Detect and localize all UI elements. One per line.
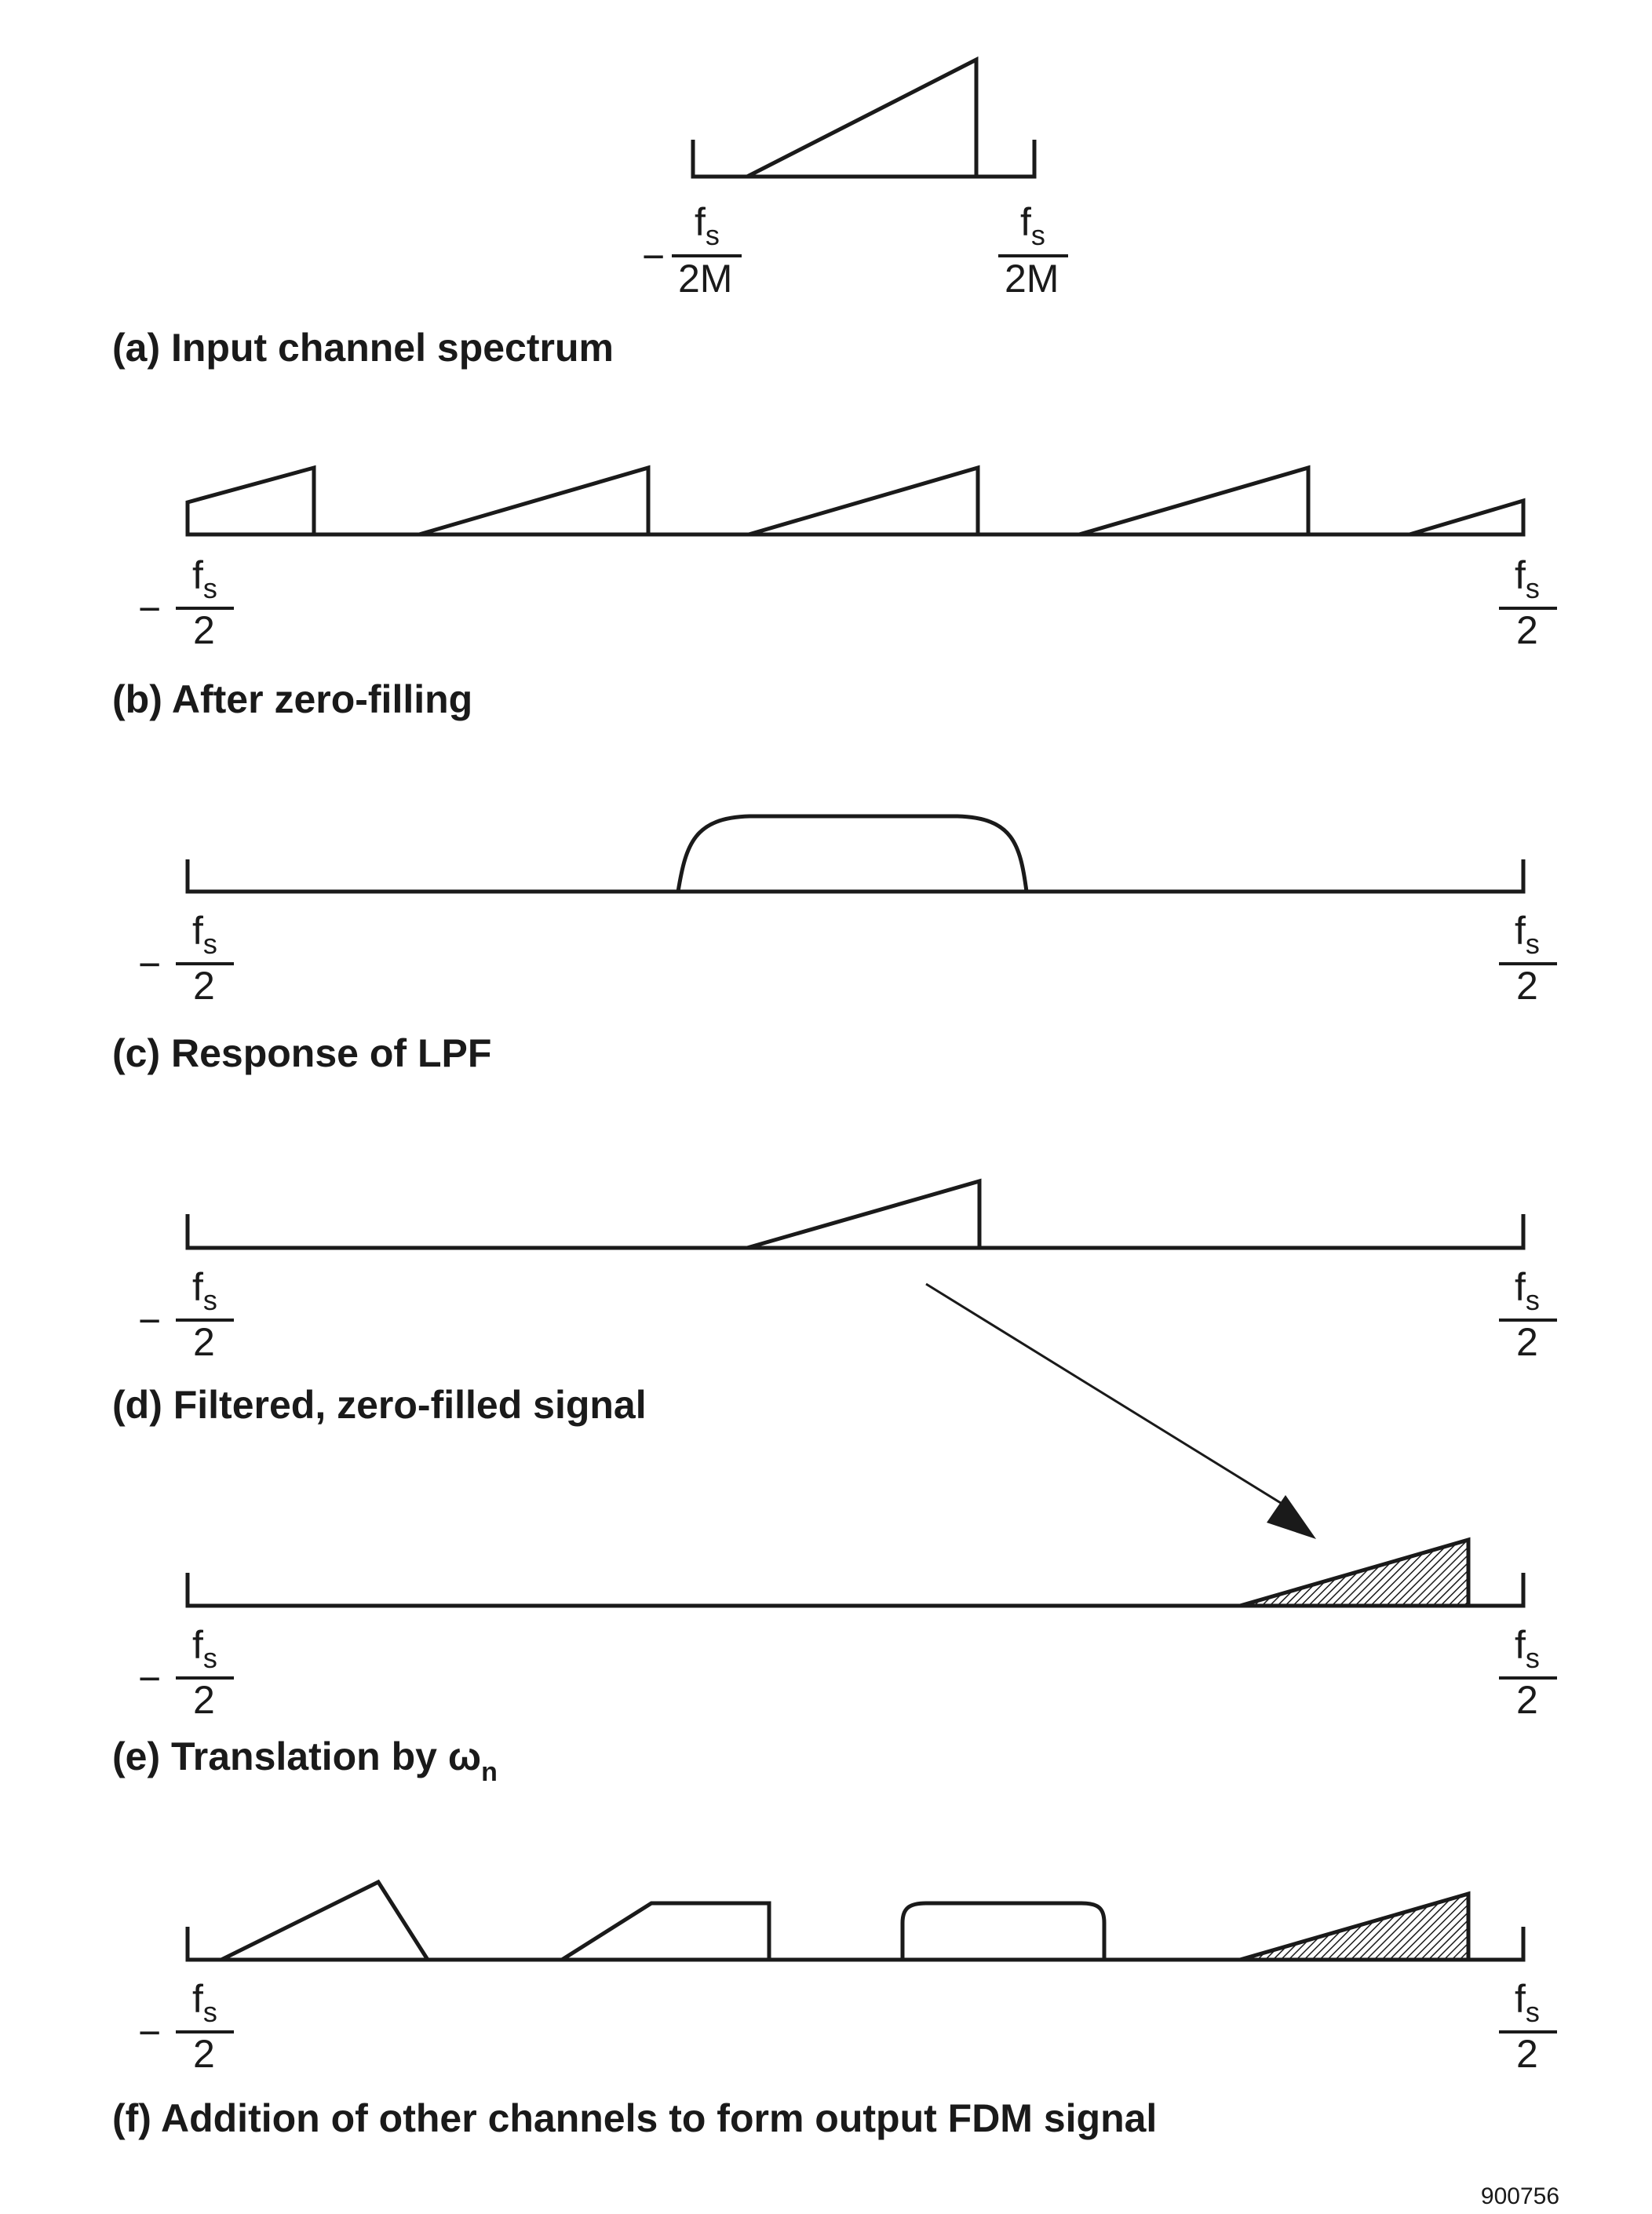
panel-b-left-numerator: fs xyxy=(192,553,217,604)
panel-c-right-denominator: 2 xyxy=(1516,964,1538,1008)
panel-f-channel-2 xyxy=(555,1901,771,1962)
panel-d-left-sign: − xyxy=(138,1299,161,1343)
panel-a: − fs 2M fs 2M (a) Input channel spectrum xyxy=(112,56,1068,370)
panel-e-left-label: − fs 2 xyxy=(138,1623,234,1722)
panel-b-right-label: fs 2 xyxy=(1499,553,1557,652)
panel-f-left-label: − fs 2 xyxy=(138,1977,234,2076)
panel-f-caption: (f) Addition of other channels to form o… xyxy=(112,2096,1157,2140)
panel-d-axis xyxy=(185,1214,1526,1250)
panel-a-right-label: fs 2M xyxy=(998,200,1068,301)
panel-d-left-denominator: 2 xyxy=(193,1320,215,1364)
panel-e-left-denominator: 2 xyxy=(193,1678,215,1722)
panel-a-right-denominator: 2M xyxy=(1005,257,1059,301)
panel-e-left-numerator: fs xyxy=(192,1623,217,1674)
panel-d-filtered-spectrum xyxy=(746,1178,982,1250)
panel-f-left-numerator: fs xyxy=(192,1977,217,2028)
panel-b-replica-3 xyxy=(748,465,980,537)
panel-a-right-numerator: fs xyxy=(1020,200,1045,251)
panel-a-axis xyxy=(691,140,1037,179)
panel-a-caption: (a) Input channel spectrum xyxy=(112,326,614,370)
panel-c-right-numerator: fs xyxy=(1515,909,1540,960)
panel-b-replica-1 xyxy=(185,465,316,537)
translation-arrow xyxy=(925,1282,1316,1539)
panel-f-channel-4 xyxy=(1239,1891,1471,1962)
panel-b-right-numerator: fs xyxy=(1515,553,1540,604)
panel-d-right-denominator: 2 xyxy=(1516,1320,1538,1364)
panel-b: − fs 2 fs 2 (b) After zero-filling xyxy=(112,465,1557,721)
panel-b-replica-2 xyxy=(418,465,651,537)
panel-e-axis xyxy=(185,1573,1526,1608)
panel-f-axis xyxy=(185,1927,1526,1962)
panel-d-left-label: − fs 2 xyxy=(138,1265,234,1364)
panel-f-right-label: fs 2 xyxy=(1499,1977,1557,2076)
panel-c-left-numerator: fs xyxy=(192,909,217,960)
panel-f-channel-1 xyxy=(220,1879,432,1962)
panel-d: − fs 2 fs 2 (d) Filtered, zero-filled si… xyxy=(112,1178,1557,1427)
panel-b-replica-4 xyxy=(1078,465,1311,537)
panel-e: − fs 2 fs 2 (e) Translation by ωn xyxy=(112,1537,1557,1787)
panel-d-caption: (d) Filtered, zero-filled signal xyxy=(112,1383,647,1427)
panel-c-left-label: − fs 2 xyxy=(138,909,234,1008)
panel-a-left-denominator: 2M xyxy=(678,257,732,301)
panel-f-left-sign: − xyxy=(138,2011,161,2055)
panel-a-channel-spectrum xyxy=(746,56,979,179)
panel-f-channel-3 xyxy=(900,1901,1107,1960)
panel-c-axis xyxy=(185,859,1526,894)
panel-b-right-denominator: 2 xyxy=(1516,608,1538,652)
panel-d-right-label: fs 2 xyxy=(1499,1265,1557,1364)
panel-b-replica-5 xyxy=(1409,498,1526,537)
panel-c: − fs 2 fs 2 (c) Response of LPF xyxy=(112,814,1557,1075)
panel-d-right-numerator: fs xyxy=(1515,1265,1540,1316)
panel-c-caption: (c) Response of LPF xyxy=(112,1031,491,1075)
translation-arrow-shaft xyxy=(925,1282,1288,1508)
figure-id: 900756 xyxy=(1481,2183,1559,2209)
panel-e-translated-spectrum xyxy=(1239,1537,1471,1608)
panel-c-left-sign: − xyxy=(138,943,161,987)
panel-a-left-label: − fs 2M xyxy=(642,200,742,301)
panel-c-left-denominator: 2 xyxy=(193,964,215,1008)
panel-b-left-sign: − xyxy=(138,587,161,631)
panel-b-caption: (b) After zero-filling xyxy=(112,677,472,721)
panel-b-left-label: − fs 2 xyxy=(138,553,234,652)
panel-d-left-numerator: fs xyxy=(192,1265,217,1316)
panel-e-right-denominator: 2 xyxy=(1516,1678,1538,1722)
panel-e-caption: (e) Translation by ωn xyxy=(112,1734,498,1787)
panel-c-lpf-response xyxy=(676,814,1029,892)
panel-b-axis xyxy=(185,501,1526,537)
panel-c-right-label: fs 2 xyxy=(1499,909,1557,1008)
panel-e-right-label: fs 2 xyxy=(1499,1623,1557,1722)
panel-b-left-denominator: 2 xyxy=(193,608,215,652)
panel-e-right-numerator: fs xyxy=(1515,1623,1540,1674)
panel-f-left-denominator: 2 xyxy=(193,2032,215,2076)
panel-e-left-sign: − xyxy=(138,1657,161,1701)
panel-f-right-numerator: fs xyxy=(1515,1977,1540,2028)
translation-arrowhead xyxy=(1267,1495,1316,1539)
panel-f: − fs 2 fs 2 (f) Addition of other channe… xyxy=(112,1879,1557,2140)
panel-a-left-sign: − xyxy=(642,235,665,279)
panel-a-left-numerator: fs xyxy=(695,200,720,251)
panel-f-right-denominator: 2 xyxy=(1516,2032,1538,2076)
